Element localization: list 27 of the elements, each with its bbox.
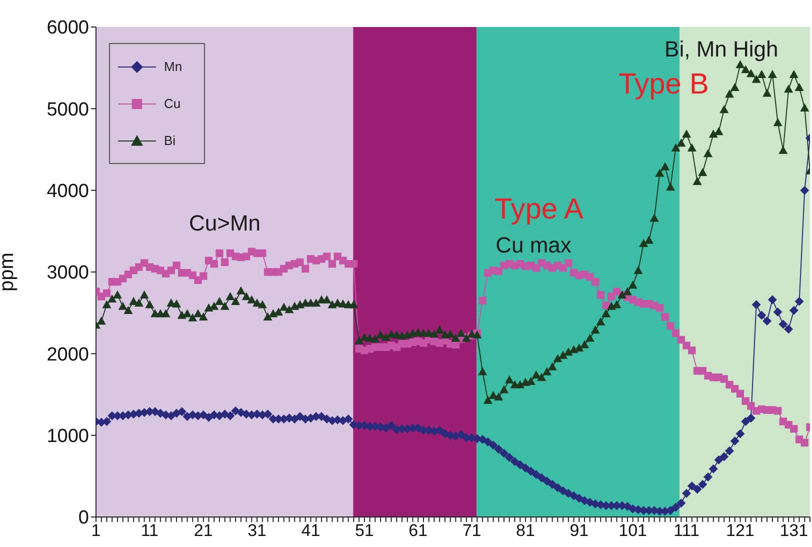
y-tick-label: 6000 [46, 18, 89, 39]
y-tick-label: 5000 [46, 99, 89, 120]
x-tick-label: 121 [726, 521, 754, 540]
x-tick-label: 1 [91, 521, 101, 540]
y-tick-label: 4000 [46, 181, 89, 202]
y-axis-title: ppm [0, 252, 18, 292]
x-tick-label: 71 [462, 521, 482, 540]
x-tick-label: 61 [408, 521, 428, 540]
x-tick-label: 101 [618, 521, 648, 540]
band-label: Cu>Mn [189, 210, 261, 236]
legend-label: Bi [164, 133, 176, 148]
band-label: Type A Cu max [494, 193, 584, 258]
x-tick-label: 91 [570, 521, 589, 540]
y-tick-label: 0 [78, 508, 89, 529]
x-tick-label: 111 [674, 521, 700, 540]
x-tick-label: 31 [248, 521, 267, 540]
legend-label: Cu [164, 96, 181, 111]
x-tick-label: 131 [780, 521, 808, 540]
x-tick-label: 21 [194, 521, 213, 540]
x-tick-label: 11 [140, 521, 159, 540]
y-tick-label: 1000 [46, 426, 89, 448]
x-tick-label: 51 [354, 521, 374, 540]
y-tick-label: 3000 [46, 262, 89, 284]
legend-label: Mn [164, 59, 182, 74]
x-tick-label: 41 [301, 521, 320, 540]
y-tick-label: 2000 [46, 344, 89, 366]
x-tick-label: 81 [516, 521, 535, 540]
